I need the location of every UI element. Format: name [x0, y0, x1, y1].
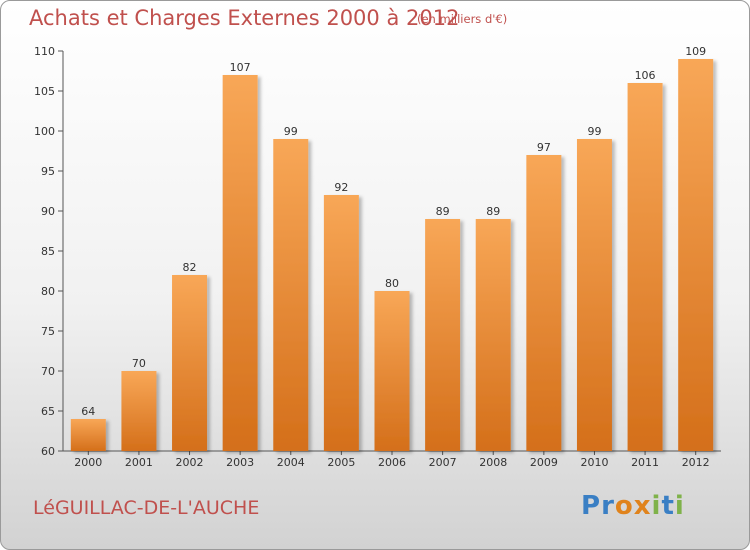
chart-unit: (en milliers d'€) [417, 12, 508, 26]
y-tick-label: 110 [34, 45, 55, 58]
data-label: 97 [537, 141, 551, 154]
bar [273, 139, 309, 451]
data-label: 80 [385, 277, 399, 290]
labels: 2000 64 2001 70 2002 82 2003 107 2004 99 2005 92 200… [74, 45, 709, 469]
data-label: 92 [334, 181, 348, 194]
logo-letter: i [651, 491, 662, 521]
logo-letter: t [661, 491, 675, 521]
x-tick-label: 2008 [479, 456, 507, 469]
logo-letter: o [614, 491, 634, 521]
data-label: 89 [486, 205, 500, 218]
data-label: 89 [436, 205, 450, 218]
data-label: 70 [132, 357, 146, 370]
y-tick-label: 90 [41, 205, 55, 218]
x-tick-label: 2011 [631, 456, 659, 469]
bar [627, 83, 663, 451]
axes: 60 65 70 75 80 85 90 95 100 105 110 [34, 45, 721, 458]
x-tick-label: 2000 [74, 456, 102, 469]
y-tick-label: 105 [34, 85, 55, 98]
y-tick-label: 85 [41, 245, 55, 258]
x-tick-label: 2012 [682, 456, 710, 469]
data-label: 99 [587, 125, 601, 138]
bar [526, 155, 562, 451]
commune-name: LéGUILLAC-DE-L'AUCHE [33, 497, 260, 519]
x-tick-label: 2006 [378, 456, 406, 469]
y-tick-label: 70 [41, 365, 55, 378]
bar [70, 419, 106, 451]
logo-letter: r [601, 491, 615, 521]
x-tick-label: 2003 [226, 456, 254, 469]
bars [70, 59, 714, 451]
y-tick-label: 60 [41, 445, 55, 458]
y-tick-label: 75 [41, 325, 55, 338]
logo-letter: i [674, 491, 685, 521]
logo-letter: x [633, 491, 652, 521]
data-label: 106 [635, 69, 656, 82]
bar [222, 75, 258, 451]
y-tick-label: 100 [34, 125, 55, 138]
bar [121, 371, 157, 451]
data-label: 107 [230, 61, 251, 74]
y-tick-label: 65 [41, 405, 55, 418]
bar [576, 139, 612, 451]
proxiti-logo: Proxiti [581, 491, 685, 521]
bar [678, 59, 714, 451]
bar [374, 291, 410, 451]
x-tick-label: 2002 [176, 456, 204, 469]
bar [425, 219, 461, 451]
data-label: 109 [685, 45, 706, 58]
x-tick-label: 2007 [429, 456, 457, 469]
data-label: 99 [284, 125, 298, 138]
data-label: 64 [81, 405, 95, 418]
x-tick-label: 2009 [530, 456, 558, 469]
data-label: 82 [183, 261, 197, 274]
x-tick-label: 2005 [327, 456, 355, 469]
chart-title: Achats et Charges Externes 2000 à 2012 [29, 6, 460, 30]
y-tick-label: 80 [41, 285, 55, 298]
x-tick-label: 2001 [125, 456, 153, 469]
bar [475, 219, 511, 451]
x-tick-label: 2004 [277, 456, 305, 469]
y-tick-label: 95 [41, 165, 55, 178]
bar [323, 195, 359, 451]
bar [172, 275, 208, 451]
logo-letter: P [581, 491, 602, 521]
x-tick-label: 2010 [580, 456, 608, 469]
